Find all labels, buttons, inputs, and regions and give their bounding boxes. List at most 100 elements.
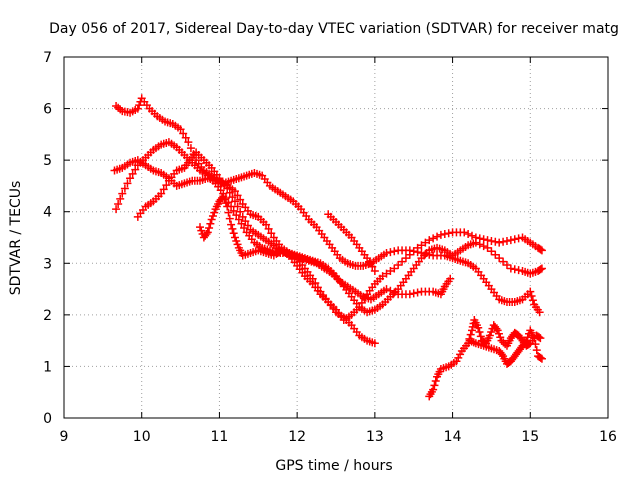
data-point (233, 202, 242, 211)
data-point (219, 192, 228, 201)
data-point (116, 194, 125, 203)
data-point (197, 226, 206, 235)
y-tick-label: 1 (43, 359, 52, 375)
data-point (114, 199, 123, 208)
data-point (491, 250, 500, 259)
data-point (230, 197, 239, 206)
data-point (181, 133, 190, 142)
data-point (476, 332, 485, 341)
data-point (496, 333, 505, 342)
data-point (479, 235, 488, 244)
data-point (497, 336, 506, 345)
data-point (495, 254, 504, 263)
data-point (133, 104, 142, 113)
data-point (390, 264, 399, 273)
data-point (365, 258, 374, 267)
data-point (221, 199, 230, 208)
data-point (241, 217, 250, 226)
data-point (386, 248, 395, 257)
data-point (536, 265, 545, 274)
data-points (110, 94, 546, 401)
data-point (186, 144, 195, 153)
data-point (206, 219, 215, 228)
data-point (497, 350, 506, 359)
data-point (436, 230, 445, 239)
data-point (491, 237, 500, 246)
data-point (405, 250, 414, 259)
data-point (536, 353, 545, 362)
data-point (126, 174, 135, 183)
data-point (390, 288, 399, 297)
data-point (430, 381, 439, 390)
data-point (499, 257, 508, 266)
data-point (196, 223, 204, 232)
data-point (421, 249, 430, 258)
data-point (468, 322, 477, 331)
data-point (429, 234, 438, 243)
data-point (236, 195, 245, 204)
data-point (233, 191, 242, 200)
data-point (382, 248, 391, 257)
data-point (368, 262, 377, 271)
x-tick-label: 15 (521, 429, 539, 445)
data-point (479, 242, 488, 251)
data-point (506, 264, 515, 273)
series-track-5 (196, 192, 546, 317)
data-point (468, 231, 476, 240)
data-point (483, 243, 492, 252)
x-tick-label: 13 (366, 429, 384, 445)
data-point (184, 138, 193, 147)
data-point (360, 294, 369, 303)
data-point (535, 308, 544, 317)
data-point (405, 290, 414, 299)
data-point (413, 288, 422, 297)
axis-ticks (63, 56, 609, 419)
x-axis-title: GPS time / hours (275, 458, 392, 474)
data-point (510, 265, 519, 274)
data-point (205, 224, 214, 233)
data-point (394, 261, 403, 270)
data-point (238, 212, 247, 221)
data-point (537, 354, 546, 363)
data-point (243, 221, 252, 230)
data-point (487, 328, 496, 337)
data-point (499, 237, 508, 246)
data-point (444, 229, 453, 238)
data-point (370, 339, 379, 348)
y-tick-labels: 0 1 2 3 4 5 6 7 (43, 50, 52, 427)
data-point (494, 329, 503, 338)
data-point (506, 236, 515, 245)
data-point (236, 207, 245, 216)
data-point (522, 336, 531, 345)
data-point (120, 184, 129, 193)
data-point (514, 266, 523, 275)
data-point (159, 185, 168, 194)
data-point (440, 230, 449, 239)
data-point (210, 208, 219, 217)
y-tick-label: 0 (43, 411, 52, 427)
data-point (225, 214, 234, 223)
data-point (230, 233, 239, 242)
data-point (471, 238, 480, 247)
data-point (162, 181, 171, 190)
data-point (220, 195, 229, 204)
data-point (532, 346, 541, 355)
y-tick-label: 7 (43, 50, 52, 66)
data-point (499, 338, 508, 347)
data-point (483, 236, 492, 245)
data-point (487, 247, 496, 256)
data-point (233, 240, 242, 249)
data-point (536, 245, 545, 254)
data-point (502, 236, 511, 245)
data-point (475, 328, 484, 337)
data-point (502, 261, 511, 270)
data-point (409, 289, 418, 298)
data-point (526, 287, 535, 296)
data-point (537, 264, 546, 273)
data-point (464, 230, 473, 239)
data-point (202, 230, 211, 239)
data-point (232, 236, 241, 245)
series-track-7 (425, 316, 545, 401)
data-point (131, 165, 140, 174)
